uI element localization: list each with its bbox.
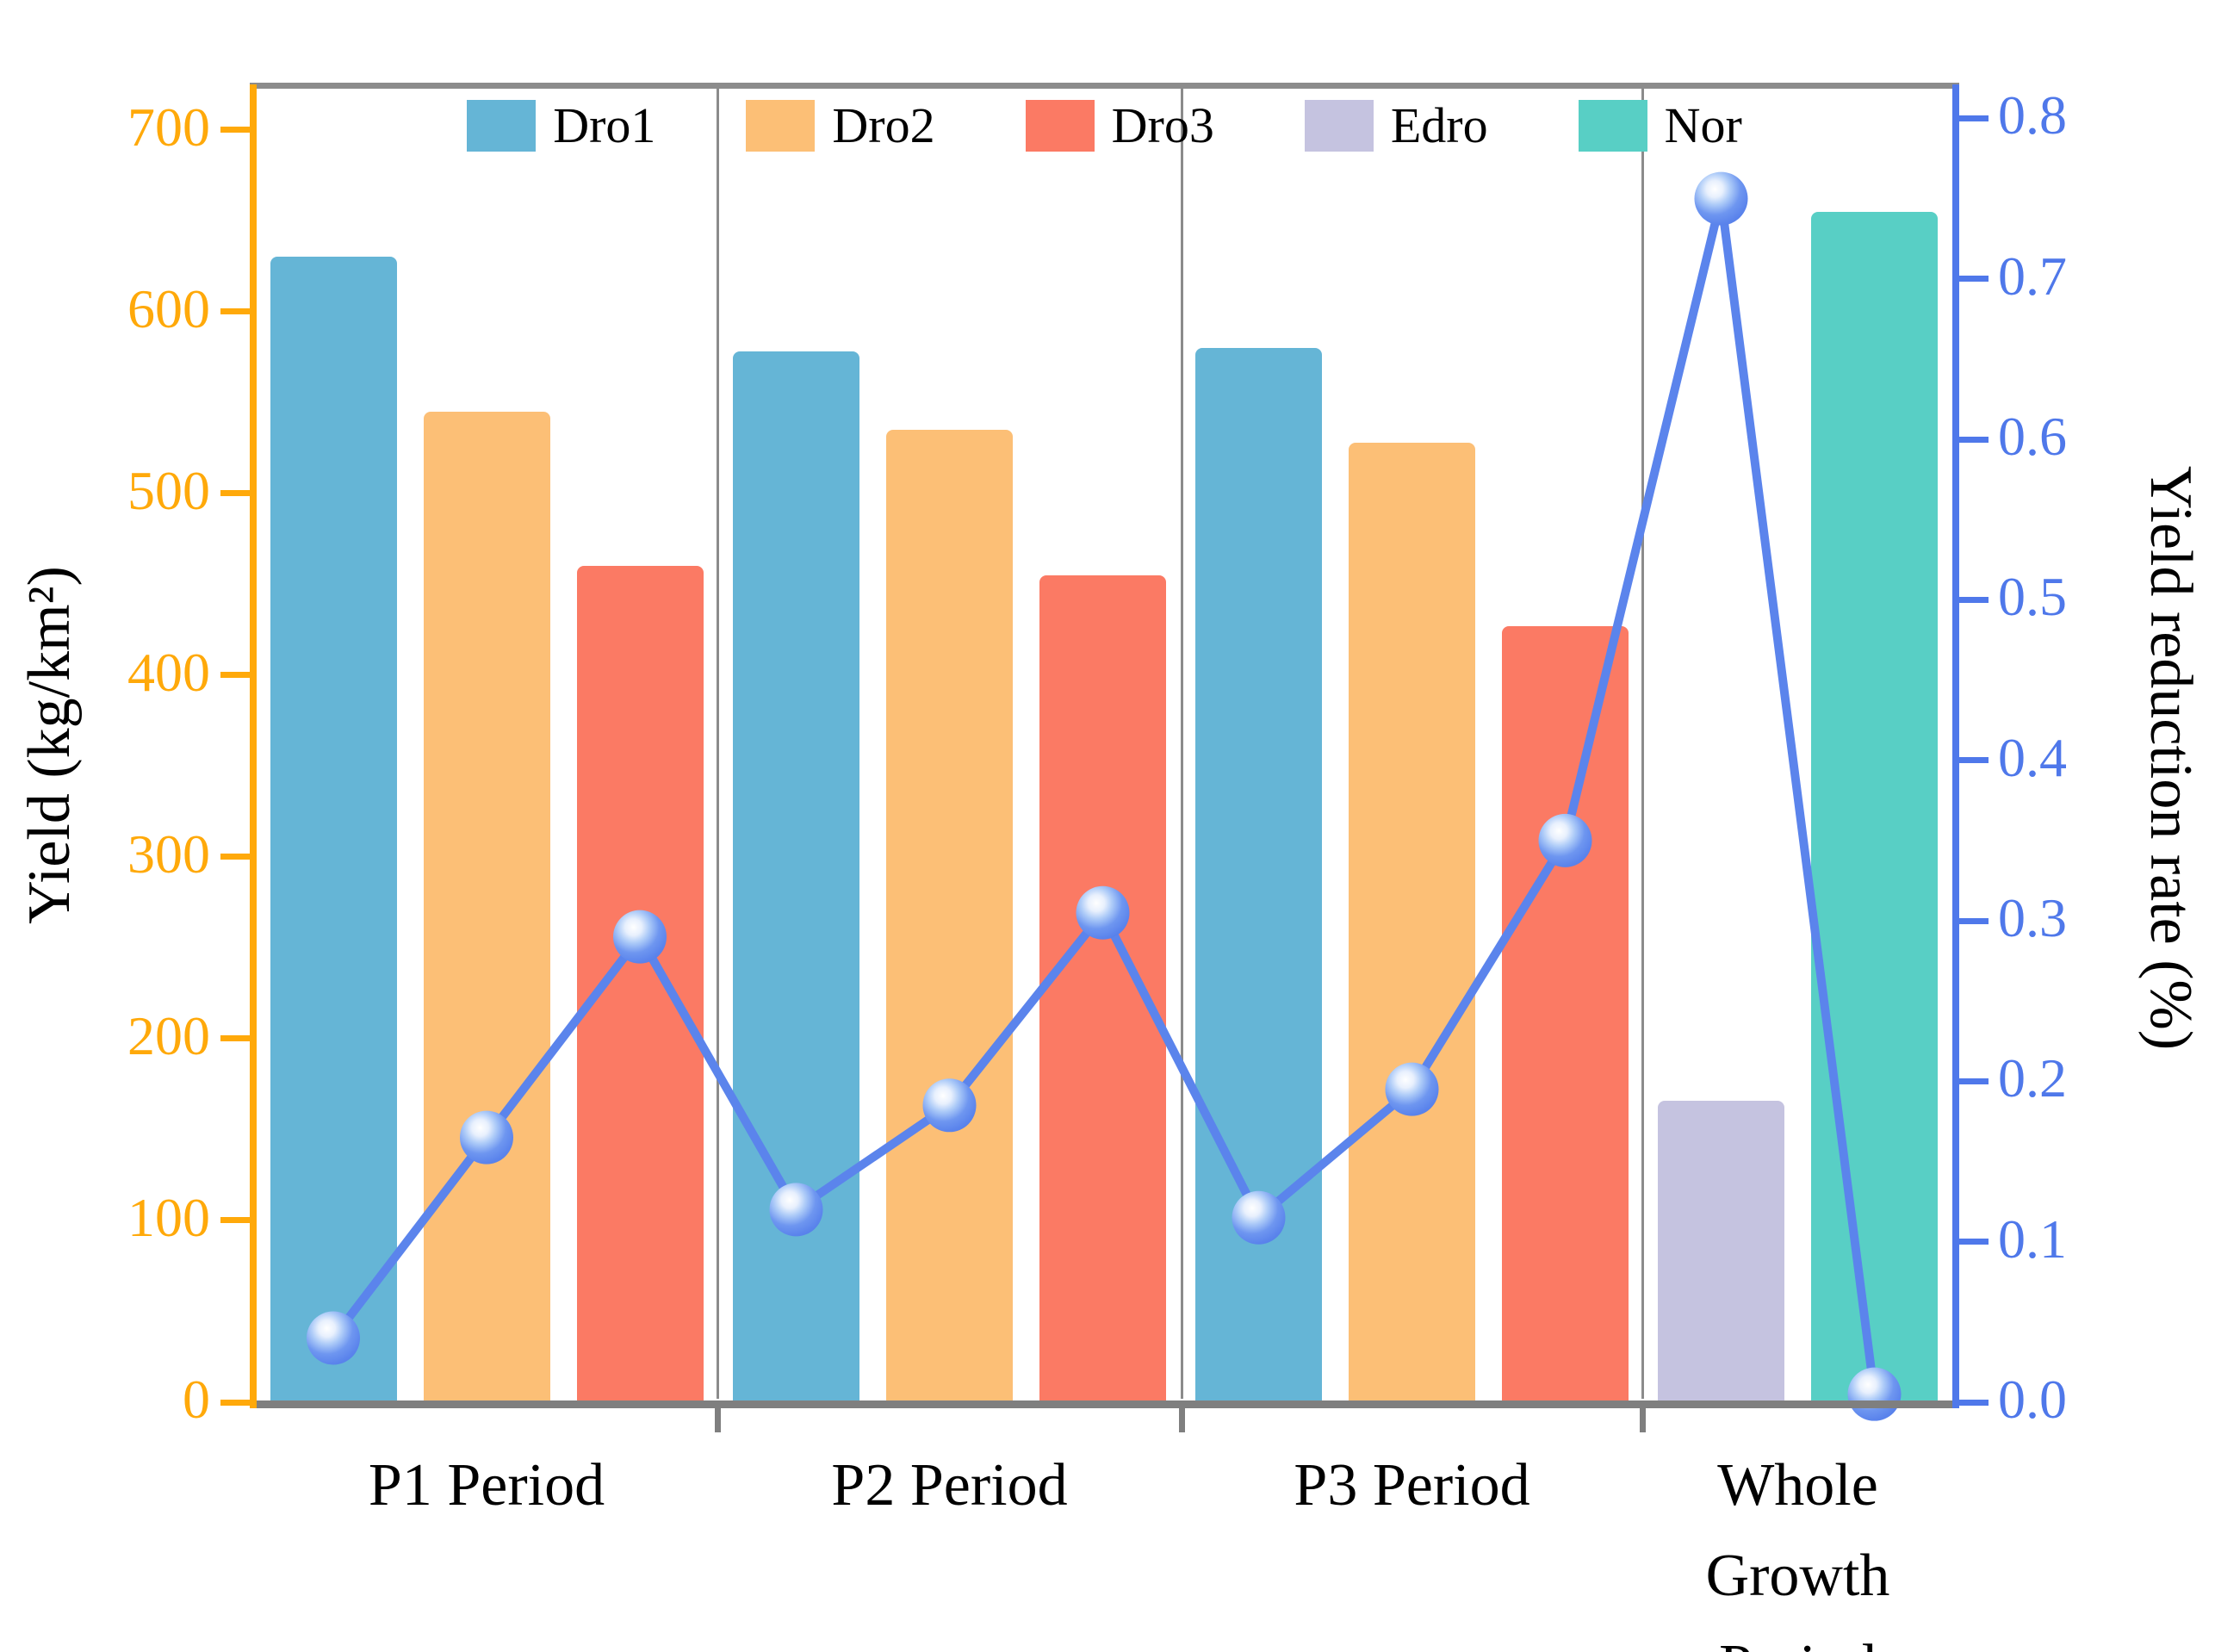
right-tick-label-0.7: 0.7 [1998, 245, 2067, 307]
right-y-axis [1952, 84, 1959, 1408]
right-tick-0.3 [1959, 917, 1989, 924]
legend-swatch-Nor [1578, 99, 1647, 152]
legend-label-Nor: Nor [1664, 97, 1742, 153]
right-tick-label-0.4: 0.4 [1998, 726, 2067, 788]
legend-label-Dro2: Dro2 [832, 97, 935, 153]
line-marker-1 [307, 1311, 360, 1365]
line-marker-7 [1232, 1190, 1286, 1245]
left-tick-500 [220, 490, 250, 497]
left-tick-700 [220, 127, 250, 134]
left-tick-400 [220, 672, 250, 679]
bar-Nor-group4 [1811, 211, 1938, 1402]
right-tick-label-0.0: 0.0 [1998, 1369, 2067, 1431]
left-tick-0 [220, 1399, 250, 1406]
line-layer [307, 171, 1902, 1421]
x-label-group3: P3 Period [1294, 1452, 1530, 1518]
right-tick-0.8 [1959, 115, 1989, 121]
right-tick-0.7 [1959, 276, 1989, 283]
line-marker-2 [460, 1110, 513, 1164]
legend-item-Dro3: Dro3 [1025, 96, 1214, 154]
legend-swatch-Edro [1304, 99, 1374, 152]
line-marker-9 [1538, 813, 1592, 867]
left-tick-200 [220, 1035, 250, 1042]
line-marker-3 [613, 910, 667, 964]
line-marker-11 [1847, 1367, 1902, 1421]
left-tick-600 [220, 308, 250, 315]
x-label-group1: P1 Period [368, 1452, 605, 1518]
bar-Dro2-group3 [1349, 442, 1475, 1402]
bar-Dro1-group1 [270, 257, 397, 1402]
line-marker-6 [1076, 885, 1130, 940]
x-label-group4: Whole Growth Period [1705, 1452, 1890, 1652]
left-tick-label-100: 100 [127, 1186, 210, 1248]
left-tick-label-0: 0 [183, 1369, 210, 1431]
top-border [250, 83, 1959, 89]
bar-Edro-group4 [1658, 1100, 1784, 1402]
right-tick-0.2 [1959, 1078, 1989, 1084]
right-tick-label-0.5: 0.5 [1998, 566, 2067, 628]
left-tick-label-500: 500 [127, 459, 210, 521]
legend-label-Dro1: Dro1 [553, 97, 656, 153]
left-tick-label-300: 300 [127, 823, 210, 885]
left-tick-label-700: 700 [127, 96, 210, 158]
left-tick-300 [220, 854, 250, 860]
bar-Dro2-group1 [423, 411, 550, 1402]
right-tick-0.1 [1959, 1239, 1989, 1245]
reduction-rate-line [330, 194, 1879, 1395]
right-tick-label-0.2: 0.2 [1998, 1047, 2067, 1109]
right-tick-0.6 [1959, 436, 1989, 443]
group-separator-2 [1180, 88, 1183, 1399]
legend-label-Edro: Edro [1390, 97, 1488, 153]
legend-item-Dro1: Dro1 [467, 96, 655, 154]
right-tick-0.5 [1959, 596, 1989, 603]
right-tick-0.0 [1959, 1399, 1989, 1406]
legend-item-Nor: Nor [1578, 96, 1742, 154]
x-tick-1 [714, 1407, 721, 1432]
bar-Dro3-group3 [1502, 625, 1629, 1402]
line-marker-4 [769, 1183, 823, 1237]
left-tick-label-400: 400 [127, 641, 210, 703]
group-separator-3 [1641, 88, 1644, 1399]
right-tick-0.4 [1959, 757, 1989, 764]
bar-Dro3-group1 [576, 566, 704, 1402]
right-tick-label-0.6: 0.6 [1998, 406, 2067, 468]
legend-label-Dro3: Dro3 [1111, 97, 1214, 153]
legend-swatch-Dro3 [1025, 99, 1095, 152]
x-tick-2 [1178, 1407, 1185, 1432]
x-tick-3 [1639, 1407, 1646, 1432]
left-tick-label-200: 200 [127, 1004, 210, 1066]
legend-swatch-Dro2 [746, 99, 816, 152]
legend-swatch-Dro1 [467, 99, 537, 152]
line-marker-5 [922, 1078, 977, 1133]
bar-Dro2-group2 [886, 429, 1013, 1402]
x-label-group2: P2 Period [831, 1452, 1068, 1518]
legend: Dro1 Dro2 Dro3 Edro Nor [256, 96, 1953, 154]
legend-item-Dro2: Dro2 [746, 96, 935, 154]
left-tick-label-600: 600 [127, 277, 210, 339]
right-tick-label-0.1: 0.1 [1998, 1208, 2067, 1270]
left-y-axis [250, 84, 257, 1408]
legend-item-Edro: Edro [1304, 96, 1488, 154]
line-marker-10 [1694, 171, 1748, 226]
group-separator-1 [716, 88, 719, 1399]
x-axis-baseline [250, 1400, 1959, 1408]
left-tick-100 [220, 1217, 250, 1224]
right-tick-label-0.3: 0.3 [1998, 887, 2067, 949]
line-marker-8 [1385, 1062, 1439, 1116]
right-tick-label-0.8: 0.8 [1998, 84, 2067, 146]
